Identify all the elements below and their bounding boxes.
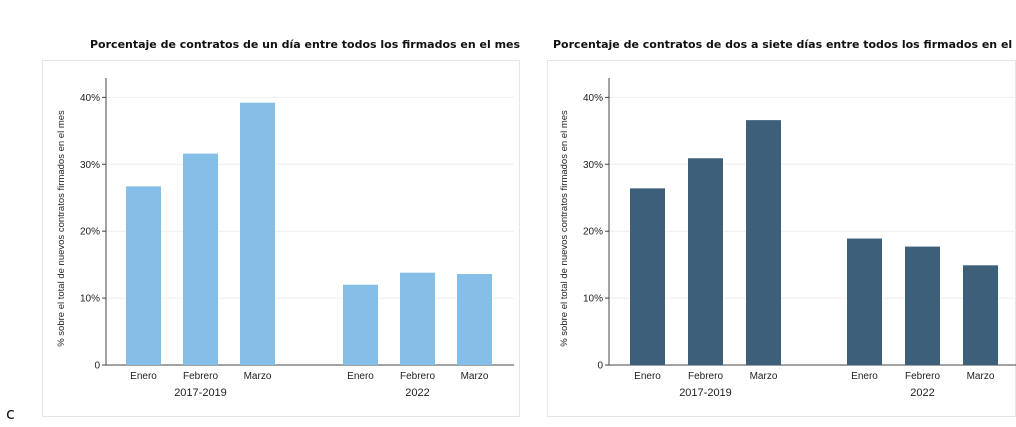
chart-1-bar bbox=[240, 102, 275, 365]
chart-1-group-label: 2017-2019 bbox=[174, 387, 227, 399]
chart-1-x-tick-label: Marzo bbox=[461, 371, 489, 382]
chart-1-title: Porcentaje de contratos de un día entre … bbox=[90, 38, 521, 51]
chart-1-x-tick-label: Febrero bbox=[183, 371, 218, 382]
chart-2: 0 10% 20% 30% 40% % sobre el total de nuevos … bbox=[547, 60, 1016, 417]
chart-2-group-label: 2017-2019 bbox=[679, 387, 732, 399]
chart-2-y-tick-label: 40% bbox=[583, 93, 603, 104]
chart-1-y-tick-label: 10% bbox=[80, 294, 100, 305]
chart-2-y-tick-label: 0 bbox=[597, 361, 603, 372]
chart-1-bar bbox=[343, 284, 378, 365]
chart-2-svg: 0 10% 20% 30% 40% % sobre el total de nuevos … bbox=[547, 60, 1016, 417]
chart-1-y-tick-label: 30% bbox=[80, 160, 100, 171]
chart-2-group-label: 2022 bbox=[910, 387, 934, 399]
chart-2-bar bbox=[847, 238, 882, 365]
chart-1-x-tick-label: Enero bbox=[347, 371, 374, 382]
chart-1-x-tick-label: Febrero bbox=[400, 371, 435, 382]
chart-2-x-tick-label: Marzo bbox=[967, 371, 995, 382]
chart-1-x-tick-label: Marzo bbox=[244, 371, 272, 382]
chart-2-x-tick-label: Febrero bbox=[688, 371, 723, 382]
chart-2-bar bbox=[746, 120, 781, 365]
chart-2-y-axis-label: % sobre el total de nuevos contratos fir… bbox=[559, 110, 570, 347]
chart-1-x-tick-label: Enero bbox=[130, 371, 157, 382]
chart-1-y-tick-label: 0 bbox=[94, 361, 100, 372]
chart-1-y-tick-label: 40% bbox=[80, 93, 100, 104]
chart-2-x-tick-label: Enero bbox=[851, 371, 878, 382]
chart-1-y-axis-label: % sobre el total de nuevos contratos fir… bbox=[56, 110, 67, 347]
chart-2-y-tick-label: 30% bbox=[583, 160, 603, 171]
chart-1-frame bbox=[42, 60, 520, 417]
chart-1-group-label: 2022 bbox=[405, 387, 429, 399]
chart-2-bar bbox=[905, 246, 940, 365]
panel-label: c bbox=[6, 404, 15, 423]
chart-2-title: Porcentaje de contratos de dos a siete d… bbox=[553, 38, 1016, 51]
chart-1-bar bbox=[126, 186, 161, 365]
chart-2-x-tick-label: Febrero bbox=[905, 371, 940, 382]
chart-2-x-tick-label: Enero bbox=[634, 371, 661, 382]
chart-1-bar bbox=[457, 274, 492, 365]
chart-1-svg: 0 10% 20% 30% 40% % sobre el total de nuevos … bbox=[42, 60, 520, 417]
chart-2-frame bbox=[547, 60, 1016, 417]
chart-1: 0 10% 20% 30% 40% % sobre el total de nuevos … bbox=[42, 60, 520, 417]
chart-2-bar bbox=[688, 158, 723, 365]
chart-2-bar bbox=[630, 188, 665, 365]
chart-1-y-tick-label: 20% bbox=[80, 227, 100, 238]
chart-2-bar bbox=[963, 265, 998, 365]
chart-1-bar bbox=[183, 153, 218, 365]
chart-2-x-tick-label: Marzo bbox=[750, 371, 778, 382]
chart-2-y-tick-label: 10% bbox=[583, 294, 603, 305]
chart-2-y-tick-label: 20% bbox=[583, 227, 603, 238]
chart-1-bar bbox=[400, 272, 435, 365]
